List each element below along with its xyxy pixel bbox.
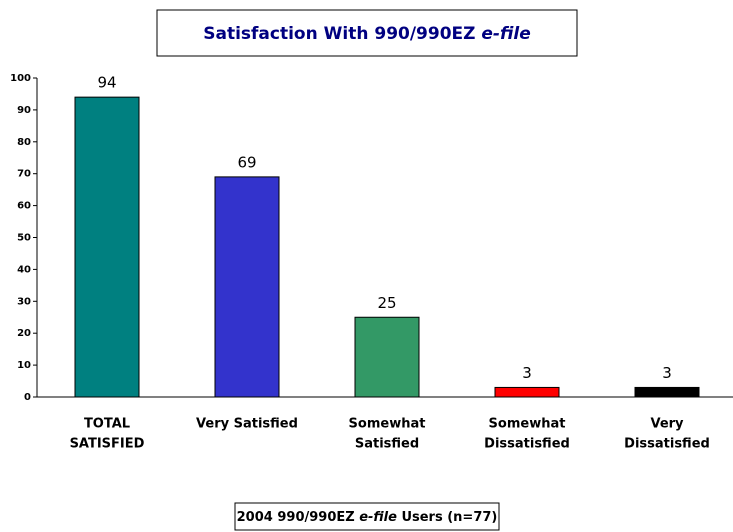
caption-box <box>234 502 500 531</box>
x-tick-label: SATISFIED <box>70 437 145 452</box>
caption-part: Users (n=77) <box>397 510 497 525</box>
title-box <box>156 9 578 57</box>
y-tick-label: 30 <box>17 296 31 307</box>
x-tick-label: Somewhat <box>349 417 426 432</box>
y-tick-label: 20 <box>17 328 31 339</box>
data-label: 3 <box>522 364 532 382</box>
bar <box>634 386 700 398</box>
y-tick-label: 0 <box>24 392 31 403</box>
bar <box>74 96 140 398</box>
y-tick-label: 100 <box>10 73 31 84</box>
y-tick-label: 60 <box>17 201 31 212</box>
x-tick-label: Very <box>650 417 684 432</box>
y-tick-label: 70 <box>17 169 31 180</box>
data-label: 3 <box>662 364 672 382</box>
bar <box>354 316 420 398</box>
title-part: e-file <box>481 24 530 44</box>
data-label: 25 <box>377 294 396 312</box>
y-tick-label: 40 <box>17 264 31 275</box>
data-label: 69 <box>237 153 256 171</box>
x-tick-label: Satisfied <box>355 437 419 452</box>
x-tick-label: TOTAL <box>84 417 130 432</box>
y-tick-label: 90 <box>17 105 31 116</box>
caption: 2004 990/990EZ e-file Users (n=77) <box>237 510 498 525</box>
y-tick-label: 50 <box>17 233 31 244</box>
title-part: Satisfaction With 990/990EZ <box>203 24 481 44</box>
x-tick-label: Very Satisfied <box>196 417 298 432</box>
x-tick-label: Dissatisfied <box>624 437 710 452</box>
bar <box>494 386 560 398</box>
y-tick-label: 10 <box>17 360 31 371</box>
caption-part: e-file <box>359 510 397 525</box>
bar <box>214 176 280 398</box>
caption-part: 2004 990/990EZ <box>237 510 360 525</box>
chart-title: Satisfaction With 990/990EZ e-file <box>203 24 530 44</box>
x-tick-label: Dissatisfied <box>484 437 570 452</box>
x-tick-label: Somewhat <box>489 417 566 432</box>
data-label: 94 <box>97 74 116 92</box>
y-tick-label: 80 <box>17 137 31 148</box>
